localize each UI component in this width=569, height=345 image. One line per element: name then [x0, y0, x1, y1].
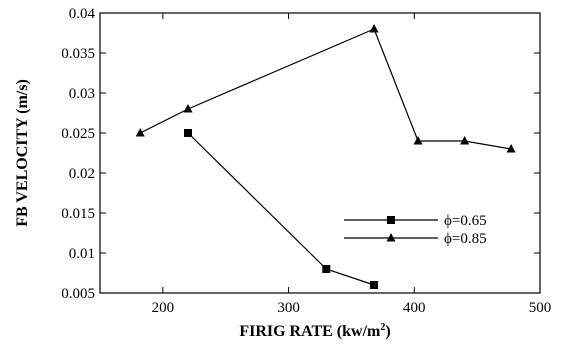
data-point-triangle — [135, 128, 145, 137]
y-tick-label: 0.035 — [61, 46, 95, 62]
data-point-square — [184, 129, 192, 137]
legend: ϕ=0.65 ϕ=0.85 — [344, 213, 487, 247]
series-square — [184, 129, 379, 289]
x-tick-label: 200 — [152, 300, 175, 316]
data-point-triangle — [506, 144, 516, 153]
data-point-triangle — [413, 136, 423, 145]
y-tick-label: 0.005 — [61, 286, 95, 302]
legend-marker-square — [387, 216, 395, 224]
series-triangle — [135, 24, 516, 153]
y-tick-label: 0.015 — [61, 206, 95, 222]
x-axis-title-superscript: 2 — [380, 322, 385, 333]
legend-label: ϕ=0.85 — [444, 231, 487, 247]
legend-marker-triangle — [386, 233, 396, 242]
y-tick-label: 0.04 — [69, 6, 96, 22]
data-point-triangle — [369, 24, 379, 33]
y-axis-ticks: 0.005 0.01 0.015 0.02 0.025 0.03 0.035 0.04 — [61, 6, 540, 302]
x-axis-title: FIRIG RATE (kw/m2) — [239, 322, 390, 340]
y-tick-label: 0.025 — [61, 126, 95, 142]
x-tick-label: 500 — [529, 300, 552, 316]
plot-frame — [99, 12, 541, 294]
data-point-square — [322, 265, 331, 273]
x-axis-ticks: 200 300 400 500 — [152, 13, 552, 316]
legend-item: ϕ=0.65 — [344, 213, 487, 229]
data-point-square — [370, 281, 379, 289]
x-axis-title-end: ) — [385, 323, 390, 340]
x-tick-label: 300 — [277, 300, 300, 316]
y-tick-label: 0.02 — [69, 166, 95, 182]
y-axis-title: FB VELOCITY (m/s) — [14, 79, 31, 227]
y-tick-label: 0.03 — [69, 86, 95, 102]
x-tick-label: 400 — [403, 300, 426, 316]
legend-label: ϕ=0.65 — [444, 213, 487, 229]
series-line — [139, 28, 512, 150]
series-line — [187, 132, 375, 286]
legend-item: ϕ=0.85 — [344, 231, 487, 247]
series-layer — [135, 24, 516, 289]
data-point-triangle — [183, 104, 193, 113]
data-point-triangle — [460, 136, 470, 145]
y-tick-label: 0.01 — [69, 246, 95, 262]
